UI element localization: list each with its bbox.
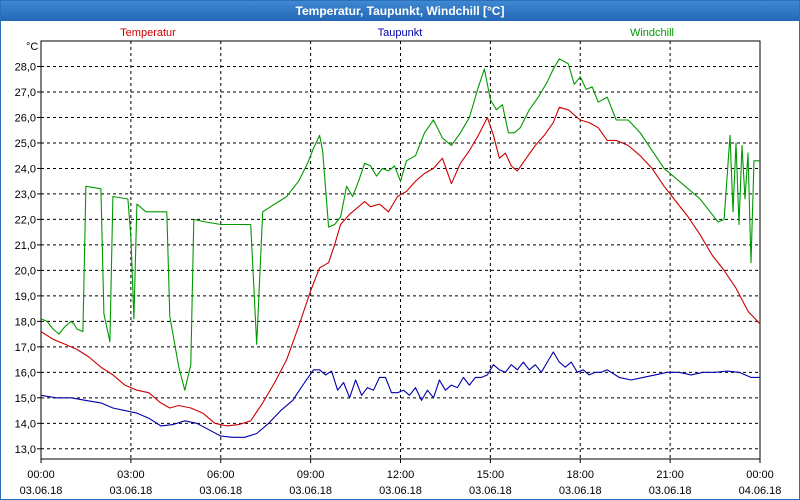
legend: Temperatur Taupunkt Windchill: [120, 27, 674, 39]
x-tick-date: 03.06.18: [559, 485, 602, 497]
y-tick-label: 19,0: [15, 291, 36, 303]
y-tick-label: 26,0: [15, 112, 36, 124]
y-tick-label: 24,0: [15, 163, 36, 175]
x-tick-time: 09:00: [297, 469, 325, 481]
x-tick-time: 00:00: [27, 469, 55, 481]
y-tick-label: 17,0: [15, 342, 36, 354]
y-tick-label: 15,0: [15, 393, 36, 405]
x-tick-time: 03:00: [117, 469, 145, 481]
y-tick-label: 13,0: [15, 444, 36, 456]
y-tick-label: 22,0: [15, 214, 36, 226]
x-tick-time: 12:00: [387, 469, 415, 481]
series-lines: [40, 58, 761, 438]
x-tick-date: 03.06.18: [379, 485, 422, 497]
x-tick-date: 03.06.18: [649, 485, 692, 497]
y-tick-label: 18,0: [15, 316, 36, 328]
y-axis: 13,0 14,0 15,0 16,0 17,0 18,0 19,0 20,0 21,0 22,0…: [15, 61, 41, 456]
x-tick-date: 03.06.18: [469, 485, 512, 497]
x-tick-time: 21:00: [656, 469, 684, 481]
legend-windchill: Windchill: [630, 27, 674, 39]
x-tick-date: 03.06.18: [20, 485, 63, 497]
legend-temperatur: Temperatur: [120, 27, 176, 39]
x-tick-date: 03.06.18: [199, 485, 242, 497]
legend-taupunkt: Taupunkt: [378, 27, 423, 39]
x-tick-date: 03.06.18: [289, 485, 332, 497]
x-tick-time: 15:00: [477, 469, 505, 481]
y-tick-label: 23,0: [15, 189, 36, 201]
x-tick-time: 18:00: [566, 469, 594, 481]
y-tick-label: 16,0: [15, 367, 36, 379]
x-tick-time: 06:00: [207, 469, 235, 481]
x-tick-date: 04.06.18: [739, 485, 782, 497]
x-axis: 00:00 03.06.18 03:00 03.06.18 06:00 03.06.18 0…: [20, 459, 782, 497]
window-title: Temperatur, Taupunkt, Windchill [°C]: [1, 1, 799, 21]
grid-lines: [41, 41, 760, 459]
x-tick-date: 03.06.18: [109, 485, 152, 497]
y-tick-label: 20,0: [15, 265, 36, 277]
x-tick-time: 00:00: [746, 469, 774, 481]
y-tick-label: 27,0: [15, 87, 36, 99]
series-line-windchill: [40, 58, 760, 391]
series-line-taupunkt: [40, 351, 760, 438]
series-line-temperatur: [40, 106, 761, 427]
y-tick-label: 14,0: [15, 418, 36, 430]
y-tick-label: 28,0: [15, 61, 36, 73]
y-tick-label: 21,0: [15, 240, 36, 252]
y-axis-unit-label: °C: [26, 41, 38, 53]
y-tick-label: 25,0: [15, 138, 36, 150]
